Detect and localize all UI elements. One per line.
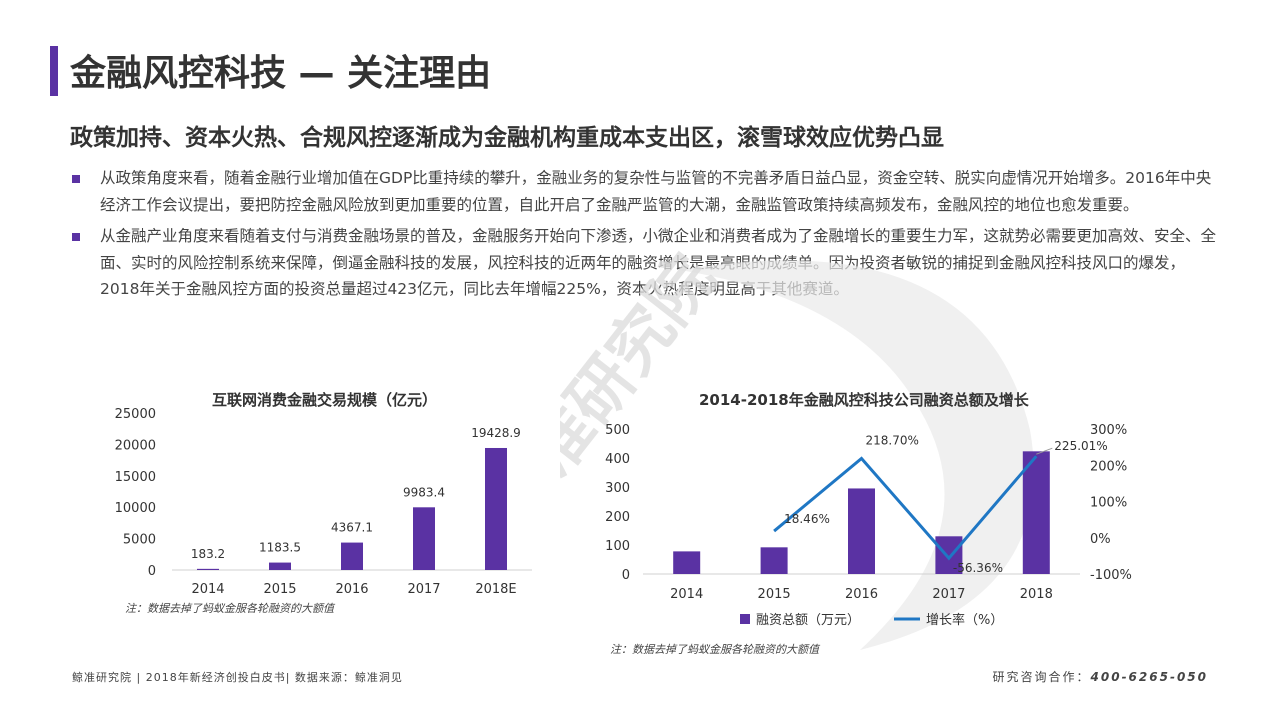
chart2-note: 注：数据去掉了蚂蚁金服各轮融资的大额值 — [610, 643, 819, 656]
x-tick-label: 2017 — [932, 587, 965, 602]
y-tick-label: 20000 — [115, 438, 156, 453]
y2-tick-label: 200% — [1090, 459, 1127, 474]
x-tick-label: 2014 — [191, 582, 224, 597]
x-tick-label: 2018E — [475, 582, 516, 597]
bullet-text: 从政策角度来看，随着金融行业增加值在GDP比重持续的攀升，金融业务的复杂性与监管… — [100, 169, 1212, 214]
footer-contact-label: 研究咨询合作： — [992, 670, 1091, 684]
bar-data-label: 183.2 — [191, 547, 225, 561]
x-tick-label: 2016 — [845, 587, 878, 602]
legend-label: 增长率（%） — [926, 612, 1003, 628]
x-tick-label: 2017 — [407, 582, 440, 597]
chart2-title: 2014-2018年金融风控科技公司融资总额及增长 — [699, 391, 1029, 409]
bar — [197, 568, 219, 570]
x-tick-label: 2014 — [670, 587, 703, 602]
y-tick-label: 0 — [148, 564, 156, 579]
y2-tick-label: 100% — [1090, 496, 1127, 511]
page-subtitle: 政策加持、资本火热、合规风控逐渐成为金融机构重成本支出区，滚雪球效应优势凸显 — [70, 125, 944, 151]
bar-data-label: 4367.1 — [331, 521, 373, 535]
bar — [1022, 451, 1050, 574]
bar-data-label: 1183.5 — [259, 541, 301, 555]
y-tick-label: 15000 — [115, 470, 156, 485]
y-tick-label: 200 — [605, 510, 630, 525]
bullet-item-policy: 从政策角度来看，随着金融行业增加值在GDP比重持续的攀升，金融业务的复杂性与监管… — [70, 165, 1220, 218]
bar — [673, 551, 701, 574]
y2-tick-label: -100% — [1090, 568, 1132, 583]
bullet-list: 从政策角度来看，随着金融行业增加值在GDP比重持续的攀升，金融业务的复杂性与监管… — [70, 165, 1220, 308]
x-tick-label: 2015 — [263, 582, 296, 597]
y-tick-label: 100 — [605, 539, 630, 554]
legend-swatch-bar — [740, 614, 750, 624]
bar — [485, 447, 507, 570]
legend-label: 融资总额（万元） — [756, 613, 860, 628]
bar — [760, 547, 788, 574]
page-title: 金融风控科技 — 关注理由 — [70, 53, 492, 94]
line-data-label: 218.70% — [866, 433, 919, 447]
x-tick-label: 2016 — [335, 582, 368, 597]
line-data-label: -56.36% — [953, 561, 1003, 575]
line-data-label: 225.01% — [1054, 439, 1107, 453]
x-tick-label: 2018 — [1020, 587, 1053, 602]
bar — [935, 536, 963, 574]
footer-phone: 400-6265-050 — [1090, 670, 1208, 684]
y-tick-label: 500 — [605, 423, 630, 438]
y-tick-label: 5000 — [123, 533, 156, 548]
chart1-title: 互联网消费金融交易规模（亿元） — [212, 391, 438, 409]
bullet-item-industry: 从金融产业角度来看随着支付与消费金融场景的普及，金融服务开始向下渗透，小微企业和… — [70, 223, 1220, 303]
y-tick-label: 0 — [622, 568, 630, 583]
chart2-svg: 0 100 200 300 400 500 -100% 0% 100% 200% 300% 2014 2… — [605, 423, 1132, 628]
bar-data-label: 19428.9 — [471, 426, 521, 440]
line-data-label: 18.46% — [784, 512, 830, 526]
x-tick-label: 2015 — [758, 587, 791, 602]
bar — [848, 488, 875, 574]
bullet-square-icon — [72, 233, 80, 241]
bar — [341, 542, 363, 570]
chart1-note: 注：数据去掉了蚂蚁金服各轮融资的大额值 — [125, 602, 334, 615]
footer-contact: 研究咨询合作：400-6265-050 — [993, 668, 1208, 685]
bar — [269, 562, 291, 570]
y-tick-label: 10000 — [115, 501, 156, 516]
data-label-leader — [1036, 447, 1053, 455]
bar-data-label: 9983.4 — [403, 485, 445, 499]
y-tick-label: 300 — [605, 481, 630, 496]
bar — [413, 507, 435, 570]
bullet-square-icon — [72, 175, 80, 183]
y2-tick-label: 0% — [1090, 532, 1111, 547]
growth-rate-line — [773, 455, 1038, 561]
bullet-text: 从金融产业角度来看随着支付与消费金融场景的普及，金融服务开始向下渗透，小微企业和… — [100, 227, 1217, 298]
y-tick-label: 25000 — [115, 407, 156, 422]
footer-source: 鲸准研究院 | 2018年新经济创投白皮书| 数据来源：鲸准洞见 — [72, 671, 403, 684]
title-accent-bar — [50, 46, 58, 96]
y-tick-label: 400 — [605, 452, 630, 467]
y2-tick-label: 300% — [1090, 423, 1127, 438]
chart1-svg: 0 5000 10000 15000 20000 25000 183.2 2014 1183.5… — [115, 407, 532, 597]
